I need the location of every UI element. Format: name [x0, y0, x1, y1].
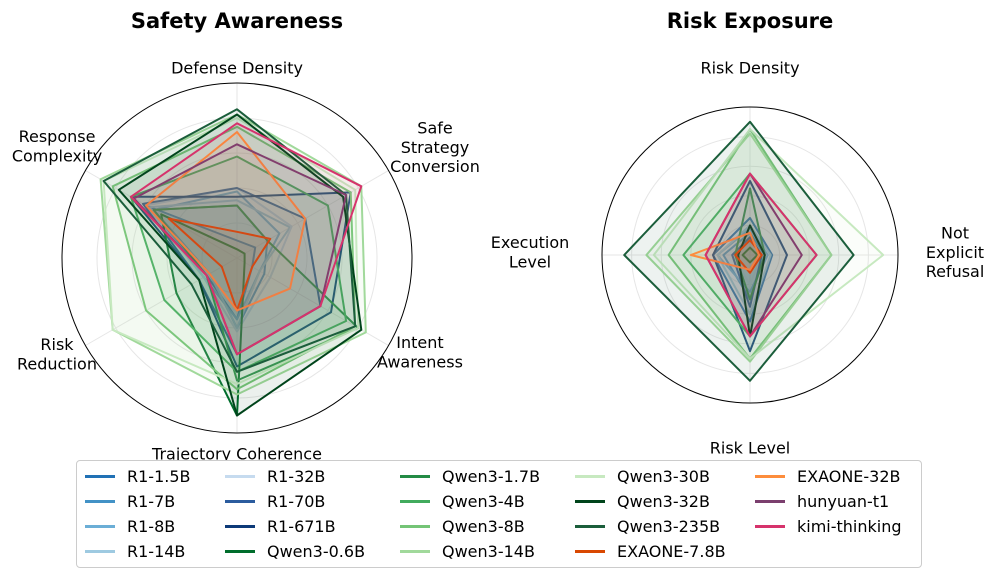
- legend-item: R1-14B: [85, 540, 185, 562]
- legend-item: Qwen3-30B: [575, 465, 710, 487]
- legend-item: kimi-thinking: [755, 515, 902, 537]
- legend-item: R1-7B: [85, 490, 175, 512]
- legend-item: R1-70B: [225, 490, 325, 512]
- legend-item: Qwen3-1.7B: [400, 465, 540, 487]
- legend-swatch: [575, 524, 605, 528]
- legend-swatch: [225, 499, 255, 503]
- legend-label: R1-671B: [267, 516, 336, 536]
- legend-label: R1-14B: [127, 541, 186, 561]
- legend-swatch: [755, 474, 785, 478]
- outer-ring: [61, 82, 413, 434]
- legend-label: Qwen3-32B: [617, 491, 710, 511]
- series-qwen3-8b: [111, 125, 357, 391]
- legend-swatch: [400, 524, 430, 528]
- radar-chart-1: Safety Awareness Defense Density Safe Strat…: [12, 9, 480, 460]
- legend-label: Qwen3-14B: [442, 541, 535, 561]
- legend-swatch: [85, 474, 115, 478]
- legend-label: Qwen3-4B: [442, 491, 525, 511]
- legend-label: EXAONE-7.8B: [617, 541, 726, 561]
- legend-item: Qwen3-32B: [575, 490, 710, 512]
- legend-swatch: [225, 524, 255, 528]
- legend-swatch: [400, 549, 430, 553]
- series-qwen3-14b: [645, 132, 833, 363]
- chart-title: Risk Exposure: [667, 9, 834, 33]
- series-qwen3-30b: [652, 128, 885, 360]
- legend-swatch: [400, 474, 430, 478]
- axis-label: Intent Awareness: [377, 333, 463, 371]
- legend-label: EXAONE-32B: [797, 466, 901, 486]
- axis-label: Execution Level: [491, 233, 570, 271]
- legend-label: R1-8B: [127, 516, 176, 536]
- legend-label: Qwen3-0.6B: [267, 541, 366, 561]
- axis-label: Defense Density: [171, 59, 303, 78]
- legend-label: R1-32B: [267, 466, 326, 486]
- legend-swatch: [225, 474, 255, 478]
- legend-swatch: [225, 549, 255, 553]
- series-r1-671b: [712, 180, 788, 353]
- legend-item: Qwen3-0.6B: [225, 540, 365, 562]
- series-qwen3-32b: [117, 113, 363, 417]
- legend-item: hunyuan-t1: [755, 490, 889, 512]
- legend-label: Qwen3-30B: [617, 466, 710, 486]
- legend-item: Qwen3-235B: [575, 515, 720, 537]
- axis-label: Not Explicit Refusal: [926, 224, 985, 281]
- legend-item: EXAONE-32B: [755, 465, 901, 487]
- legend-item: R1-32B: [225, 465, 325, 487]
- chart-title: Safety Awareness: [131, 9, 343, 33]
- legend-swatch: [85, 549, 115, 553]
- legend-item: EXAONE-7.8B: [575, 540, 726, 562]
- series-exaone-32b: [145, 131, 307, 312]
- legend-label: Qwen3-1.7B: [442, 466, 541, 486]
- axis-label: Risk Density: [700, 59, 799, 78]
- series-qwen3-0-6b: [741, 246, 759, 264]
- axis-label: Trajectory Coherence: [151, 445, 322, 460]
- radar-figure: Safety Awareness Defense Density Safe Strat…: [12, 9, 985, 460]
- series-qwen3-1-7b: [734, 187, 766, 301]
- legend-item: R1-1.5B: [85, 465, 191, 487]
- radar-chart-2: Risk Exposure Risk Density Not Explicit Refu…: [491, 9, 985, 458]
- legend-item: Qwen3-4B: [400, 490, 525, 512]
- legend-label: hunyuan-t1: [797, 491, 890, 511]
- legend-label: R1-1.5B: [127, 466, 191, 486]
- legend-swatch: [575, 499, 605, 503]
- legend-label: R1-70B: [267, 491, 326, 511]
- axis-label: Risk Level: [710, 439, 790, 458]
- grid-spoke: [236, 257, 389, 346]
- legend-swatch: [575, 549, 605, 553]
- grid-spoke: [85, 257, 238, 346]
- legend-swatch: [755, 499, 785, 503]
- legend-item: Qwen3-8B: [400, 515, 525, 537]
- legend-swatch: [575, 474, 605, 478]
- legend-label: R1-7B: [127, 491, 176, 511]
- series-qwen3-1-7b: [152, 204, 360, 382]
- series-kimi-thinking: [129, 122, 363, 356]
- legend-item: Qwen3-14B: [400, 540, 535, 562]
- axis-label: Safe Strategy Conversion: [390, 119, 480, 176]
- series-kimi-thinking: [704, 172, 818, 338]
- legend-swatch: [85, 524, 115, 528]
- axis-label: Risk Reduction: [17, 335, 97, 373]
- grid-spoke: [236, 170, 389, 259]
- legend-item: R1-8B: [85, 515, 175, 537]
- legend-label: Qwen3-235B: [617, 516, 721, 536]
- axis-label: Response Complexity: [12, 127, 102, 165]
- legend-label: kimi-thinking: [797, 516, 902, 536]
- legend-swatch: [755, 524, 785, 528]
- legend-swatch: [400, 499, 430, 503]
- outer-ring: [601, 106, 899, 404]
- legend-label: Qwen3-8B: [442, 516, 525, 536]
- legend-swatch: [85, 499, 115, 503]
- legend: R1-1.5B R1-7B R1-8B R1-14B R1-32B R1-70B R1-67…: [76, 460, 922, 568]
- legend-item: R1-671B: [225, 515, 336, 537]
